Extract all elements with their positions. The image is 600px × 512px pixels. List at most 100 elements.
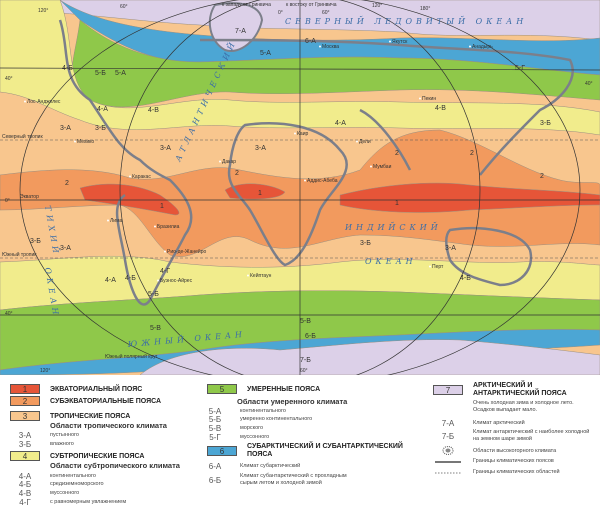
area-code: 4-Г <box>19 498 31 507</box>
area-code: 6-А <box>208 462 222 471</box>
city-label: Буэнос-Айрес <box>160 277 193 284</box>
city-label: Лос-Анджелес <box>27 99 61 105</box>
zone-code: 5-Г <box>515 65 525 72</box>
zone-code: 6-Б <box>305 333 316 340</box>
subarctic-label: СУБАРКТИЧЕСКИЙ И СУБАНТАРКТИЧЕСКИЙ ПОЯСА <box>247 443 403 458</box>
desc-line: Осадков выпадает мало. <box>473 407 538 413</box>
tropical-label: ТРОПИЧЕСКИЕ ПОЯСА <box>50 412 131 420</box>
legend-area: 5-Б умеренно континентального <box>200 415 312 424</box>
area-label: континентального <box>240 408 286 414</box>
subtropical-heading: Области субтропического климата <box>50 461 180 470</box>
area-code: 4-Б <box>18 480 32 489</box>
zone-code: 4-Г <box>160 268 170 275</box>
zone-code: 4-Б <box>125 275 136 282</box>
dashed-line-icon <box>433 468 463 477</box>
arctic-label: АРКТИЧЕСКИЙ И АНТАРКТИЧЕСКИЙ ПОЯСА <box>473 382 567 397</box>
city-label: Каир <box>297 131 308 137</box>
city-marker <box>419 97 421 100</box>
city-marker <box>469 45 471 48</box>
zone-code: 3-А <box>445 245 456 252</box>
zone-code: 4-А <box>97 106 108 113</box>
legend-area: 4-В муссонного <box>10 489 79 498</box>
graticule-label: 60° <box>300 368 308 374</box>
city-marker <box>24 100 26 103</box>
highland-icon <box>433 445 463 457</box>
area-code: 5-Б <box>208 415 222 424</box>
legend-area-border: Границы климатических областей <box>433 468 560 477</box>
area-label: Климат субарктический <box>240 463 301 469</box>
area-code: 4-А <box>18 472 32 481</box>
area-code: 3-Б <box>18 440 32 449</box>
zone-code: 3-А <box>160 145 171 152</box>
subtropical-label: СУБТРОПИЧЕСКИЕ ПОЯСА <box>50 452 145 460</box>
tropic-lines <box>0 139 600 259</box>
graticule-label: 40° <box>5 76 13 82</box>
zone-code: 4-А <box>335 120 346 127</box>
area-code: 4-В <box>18 489 32 498</box>
legend-area: 5-В морского <box>200 424 263 433</box>
subequatorial-label: СУБЭКВАТОРИАЛЬНЫЕ ПОЯСА <box>50 397 162 405</box>
coastlines <box>58 19 574 306</box>
line-label: Экватор <box>20 194 39 200</box>
city-label: Дели <box>359 139 371 145</box>
legend-area: 4-Г с равномерным увлажнением <box>10 498 126 507</box>
zone-code: 3-А <box>255 145 266 152</box>
graticule-label: к востоку от Гринвича <box>286 2 337 8</box>
legend-zone-4: 4 СУБТРОПИЧЕСКИЕ ПОЯСА <box>10 451 144 461</box>
graticule-label: 120° <box>38 8 48 14</box>
city-marker <box>370 165 372 168</box>
graticule-label: 40° <box>585 81 593 87</box>
city-marker <box>356 140 358 143</box>
area-code: 6-Б <box>208 475 222 485</box>
city-marker <box>129 175 131 178</box>
legend-zone-2: 2 СУБЭКВАТОРИАЛЬНЫЕ ПОЯСА <box>10 396 161 406</box>
graticule-label: 180° <box>420 6 430 12</box>
area-label: сырым летом и холодной зимой <box>240 480 322 486</box>
city-marker <box>247 274 249 277</box>
subarctic-swatch: 6 <box>207 446 237 456</box>
arctic-swatch: 7 <box>433 385 463 395</box>
highland-label: Области высокогорного климата <box>473 448 557 454</box>
city-marker <box>319 45 321 48</box>
zone-code: 6-А <box>305 38 316 45</box>
area-label: Климат арктический <box>473 420 525 426</box>
legend-area: 7-Б Климат антарктический с наиболее холо… <box>433 429 590 443</box>
area-label: с равномерным увлажнением <box>50 499 127 505</box>
graticule-label: 0° <box>278 10 283 16</box>
area-label: пустынного <box>50 432 79 438</box>
city-label: Анадырь <box>472 44 493 50</box>
line-label: Северный тропик <box>2 133 43 140</box>
city-marker <box>74 140 76 143</box>
area-label: средиземноморского <box>50 481 104 487</box>
area-label: влажного <box>50 441 74 447</box>
legend-area: 5-Г муссонного <box>200 433 269 442</box>
graticule-label: 0° <box>5 198 10 204</box>
city-label: Кейптаун <box>250 272 272 279</box>
area-label: муссонного <box>240 434 270 440</box>
arctic-description: Очень холодная зима и холодное лето. Осад… <box>473 400 574 414</box>
zone-code: 7-Б <box>300 357 311 364</box>
city-label: Пекин <box>422 96 436 102</box>
area-label: Климат субантарктический с прохладным <box>240 473 347 479</box>
city-marker <box>304 179 306 182</box>
legend-area: 3-Б влажного <box>10 440 74 449</box>
line-label: Южный тропик <box>2 251 37 258</box>
equatorial-zone <box>79 182 600 216</box>
legend-zone-3: 3 ТРОПИЧЕСКИЕ ПОЯСА <box>10 411 130 421</box>
city-label: Дакар <box>222 159 236 165</box>
city-label: Перт <box>432 264 444 270</box>
city-marker <box>157 279 159 282</box>
zone-code: 5-А <box>115 70 126 77</box>
area-code: 7-Б <box>441 431 455 441</box>
city-marker <box>429 265 431 268</box>
city-label: Мехико <box>77 139 94 145</box>
equatorial-swatch: 1 <box>10 384 40 394</box>
zone-code: 3-Б <box>30 238 41 245</box>
city-label: Аддис-Абеба <box>307 178 338 184</box>
city-label: Лима <box>110 218 123 224</box>
area-code: 5-А <box>208 407 222 416</box>
zone-code: 2 <box>235 170 239 177</box>
zone-code: 3-Б <box>95 125 106 132</box>
legend-area: 6-А Климат субарктический <box>200 462 300 471</box>
area-code: 5-Г <box>209 433 221 442</box>
